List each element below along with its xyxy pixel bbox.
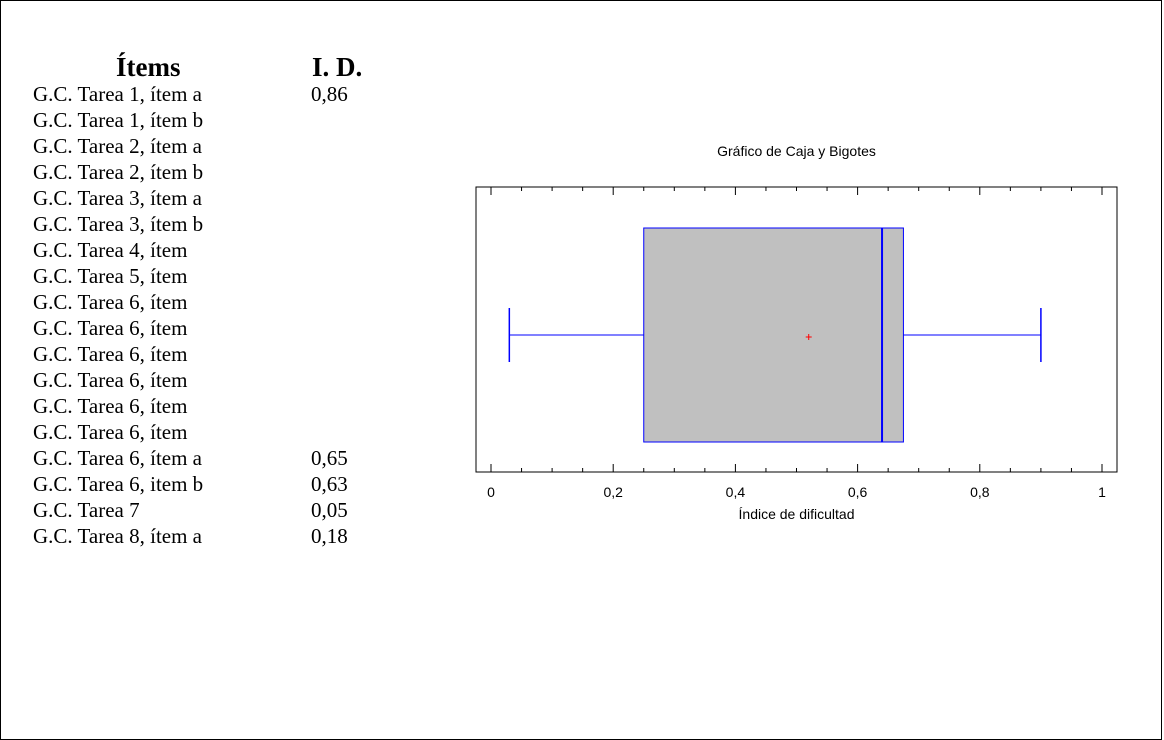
- x-tick-label: 0,4: [726, 484, 746, 500]
- row-item-label: G.C. Tarea 6, ítem: [33, 316, 187, 341]
- interquartile-box: [644, 228, 904, 442]
- row-item-label: G.C. Tarea 6, ítem: [33, 420, 187, 445]
- row-difficulty-value: 0,65: [311, 446, 348, 471]
- boxplot-chart: Gráfico de Caja y Bigotes 0 0,2 0,4 0,6 0,8 1 Í…: [440, 130, 1160, 550]
- row-item-label: G.C. Tarea 1, ítem a: [33, 82, 202, 107]
- header-id: I. D.: [312, 52, 362, 83]
- row-difficulty-value: 0,63: [311, 472, 348, 497]
- x-tick-label: 1: [1098, 484, 1106, 500]
- row-item-label: G.C. Tarea 4, ítem: [33, 238, 187, 263]
- x-tick-label: 0,2: [603, 484, 623, 500]
- row-item-label: G.C. Tarea 2, ítem a: [33, 134, 202, 159]
- row-difficulty-value: 0,86: [311, 82, 348, 107]
- row-item-label: G.C. Tarea 8, ítem a: [33, 524, 202, 549]
- row-item-label: G.C. Tarea 5, ítem: [33, 264, 187, 289]
- x-tick-label: 0,6: [848, 484, 868, 500]
- row-item-label: G.C. Tarea 6, ítem: [33, 342, 187, 367]
- row-item-label: G.C. Tarea 3, ítem b: [33, 212, 203, 237]
- header-items: Ítems: [116, 52, 180, 83]
- chart-title: Gráfico de Caja y Bigotes: [717, 143, 876, 159]
- row-item-label: G.C. Tarea 6, ítem: [33, 290, 187, 315]
- row-difficulty-value: 0,18: [311, 524, 348, 549]
- row-item-label: G.C. Tarea 6, ítem: [33, 368, 187, 393]
- row-item-label: G.C. Tarea 1, ítem b: [33, 108, 203, 133]
- x-tick-label: 0,8: [970, 484, 990, 500]
- row-item-label: G.C. Tarea 2, ítem b: [33, 160, 203, 185]
- x-axis-label: Índice de dificultad: [739, 506, 855, 522]
- x-tick-label: 0: [487, 484, 495, 500]
- row-item-label: G.C. Tarea 6, item b: [33, 472, 203, 497]
- row-difficulty-value: 0,05: [311, 498, 348, 523]
- boxplot-svg: Gráfico de Caja y Bigotes 0 0,2 0,4 0,6 0,8 1 Í…: [440, 130, 1160, 550]
- row-item-label: G.C. Tarea 7: [33, 498, 140, 523]
- row-item-label: G.C. Tarea 3, ítem a: [33, 186, 202, 211]
- row-item-label: G.C. Tarea 6, ítem a: [33, 446, 202, 471]
- row-item-label: G.C. Tarea 6, ítem: [33, 394, 187, 419]
